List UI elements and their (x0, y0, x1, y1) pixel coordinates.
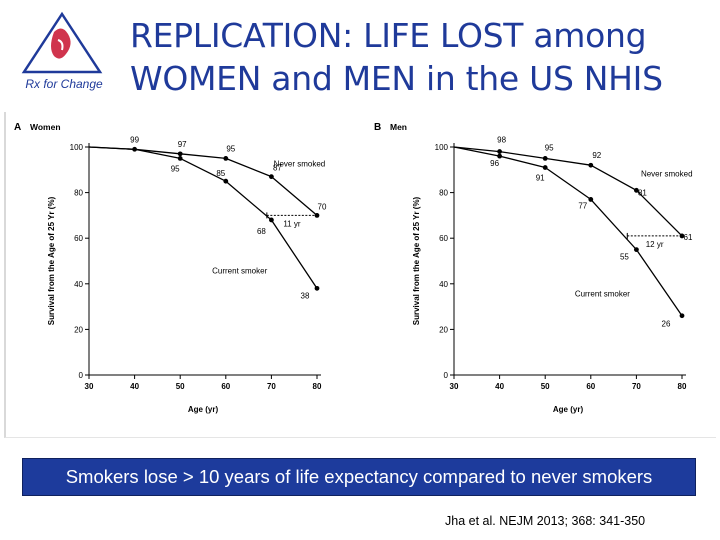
data-label: 98 (497, 136, 506, 145)
y-tick-label: 20 (74, 325, 83, 334)
panel-letter: A (14, 122, 21, 133)
panel-title: Men (390, 122, 407, 132)
data-label: 38 (301, 291, 310, 300)
survival-charts-svg: A Women 0 20 40 60 80 100 30 40 50 60 70 80 Age (yr) Su… (14, 122, 693, 414)
x-tick-label: 70 (267, 382, 276, 391)
data-label: 77 (578, 201, 587, 210)
y-tick-label: 100 (70, 143, 84, 152)
data-point (177, 151, 183, 157)
rx-for-change-logo: Rx for Change (18, 10, 114, 98)
logo-text: Rx for Change (25, 77, 103, 91)
data-point (497, 149, 502, 154)
x-tick-label: 80 (678, 382, 687, 391)
gap-label: 12 yr (646, 240, 664, 249)
data-label: 95 (171, 164, 180, 173)
x-tick-label: 60 (221, 382, 230, 391)
series-line (453, 146, 683, 317)
y-tick-label: 20 (439, 325, 448, 334)
data-label: 92 (592, 151, 601, 160)
x-tick-label: 40 (130, 382, 139, 391)
series-label: Never smoked (641, 170, 693, 179)
series-label: Current smoker (575, 289, 630, 298)
y-axis-label: Survival from the Age of 25 Yr (%) (412, 196, 421, 325)
data-point (269, 174, 274, 180)
data-label: 87 (273, 164, 282, 173)
x-tick-label: 70 (632, 382, 641, 391)
series-line (88, 146, 318, 216)
data-point (269, 217, 274, 223)
y-axis-label: Survival from the Age of 25 Yr (%) (47, 196, 56, 325)
data-label: 85 (216, 169, 225, 178)
data-point (314, 285, 320, 291)
series-line (88, 146, 318, 289)
x-tick-label: 30 (85, 382, 94, 391)
y-tick-label: 40 (74, 280, 83, 289)
data-point (542, 156, 548, 161)
series-line (453, 146, 683, 237)
data-label: 61 (684, 233, 693, 242)
logo-graphic: Rx for Change (21, 11, 103, 91)
y-tick-label: 60 (74, 234, 83, 243)
data-point (679, 313, 685, 319)
y-tick-label: 80 (439, 189, 448, 198)
panel-title: Women (30, 122, 61, 132)
panel-letter: B (374, 122, 381, 133)
gap-label: 11 yr (283, 219, 301, 228)
y-tick-label: 0 (444, 371, 449, 380)
series-label: Current smoker (212, 267, 267, 276)
x-tick-label: 50 (541, 382, 550, 391)
y-tick-label: 80 (74, 189, 83, 198)
x-tick-label: 50 (176, 382, 185, 391)
data-label: 97 (178, 140, 187, 149)
slide-title: REPLICATION: LIFE LOST among WOMEN and M… (130, 14, 710, 100)
title-line-2: WOMEN and MEN in the US NHIS (130, 59, 663, 98)
data-point (679, 233, 685, 239)
data-point (588, 162, 594, 168)
citation: Jha et al. NEJM 2013; 368: 341-350 (445, 514, 646, 528)
data-point (497, 153, 502, 159)
y-tick-label: 0 (79, 371, 84, 380)
title-line-1: REPLICATION: LIFE LOST among (130, 16, 647, 55)
data-label: 95 (226, 144, 235, 153)
data-label: 81 (638, 188, 647, 197)
data-point (177, 156, 183, 161)
data-point (223, 178, 229, 184)
data-label: 68 (257, 227, 266, 236)
data-label: 95 (545, 143, 554, 152)
x-tick-label: 80 (313, 382, 322, 391)
key-message-banner: Smokers lose > 10 years of life expectan… (22, 458, 696, 496)
data-label: 99 (130, 135, 139, 144)
x-tick-label: 40 (495, 382, 504, 391)
x-axis-label: Age (yr) (553, 405, 584, 414)
y-tick-label: 40 (439, 280, 448, 289)
y-tick-label: 60 (439, 234, 448, 243)
x-tick-label: 60 (586, 382, 595, 391)
x-axis-label: Age (yr) (188, 405, 219, 414)
data-point (634, 187, 639, 193)
series-label: Never smoked (274, 159, 326, 168)
data-label: 96 (490, 159, 499, 168)
data-label: 55 (620, 253, 629, 262)
data-label: 91 (536, 174, 545, 183)
y-tick-label: 100 (435, 143, 449, 152)
data-point (223, 156, 229, 161)
data-label: 26 (662, 320, 671, 329)
survival-figure: A Women 0 20 40 60 80 100 30 40 50 60 70 80 Age (yr) Su… (4, 112, 716, 438)
data-point (588, 197, 594, 202)
data-point (634, 247, 639, 253)
data-label: 70 (318, 202, 327, 211)
x-tick-label: 30 (450, 382, 459, 391)
data-point (542, 165, 548, 170)
